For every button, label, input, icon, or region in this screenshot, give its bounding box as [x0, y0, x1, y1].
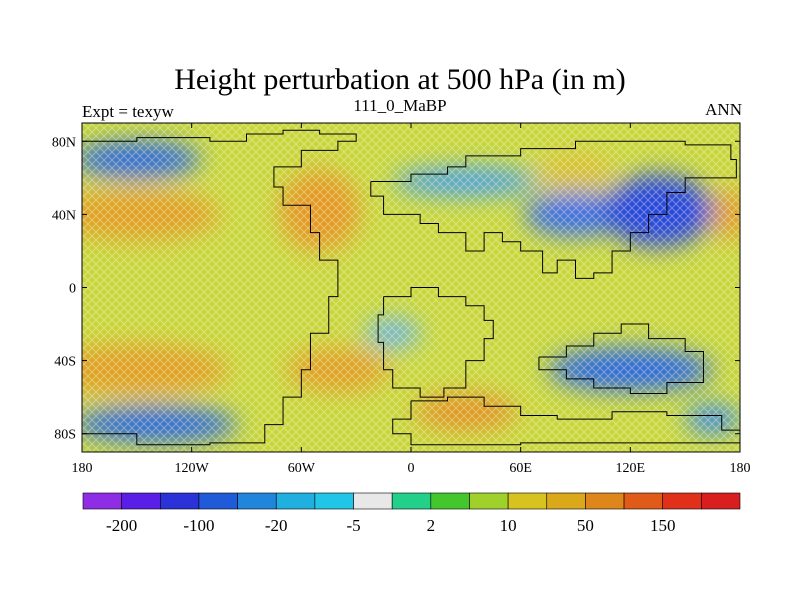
continent-outline: [538, 323, 704, 395]
lon-tick-label: 0: [408, 461, 415, 476]
colorbar-box: [623, 492, 664, 510]
colorbar-box: [353, 492, 393, 510]
colorbar-box: [121, 492, 161, 510]
colorbar-label: 50: [577, 516, 594, 535]
colorbar-box: [546, 492, 586, 510]
map-title: Height perturbation at 500 hPa (in m): [174, 63, 626, 96]
lat-tick-label: 80S: [54, 428, 76, 443]
lon-tick-label: 120W: [175, 461, 210, 476]
season-label: ANN: [705, 100, 742, 119]
colorbar-label: 150: [650, 516, 676, 535]
colorbar-box: [662, 492, 702, 510]
colorbar: -200 -100 -20 -5 2 10 50 150: [82, 492, 741, 535]
lat-tick-label: 40N: [52, 208, 76, 223]
colorbar-box: [198, 492, 238, 510]
colorbar-box: [275, 492, 316, 510]
lon-tick-label: 180: [72, 461, 93, 476]
coastline-outlines: [82, 129, 740, 446]
colorbar-box: [430, 492, 470, 510]
colorbar-box: [469, 492, 509, 510]
lat-tick-label: 40S: [54, 355, 76, 370]
colorbar-box: [237, 492, 277, 510]
lon-tick-label: 180: [730, 461, 751, 476]
map-axes: 180 120W 60W 0 60E 120E 180 80N 40N 0 40S 80S: [52, 123, 751, 476]
lon-tick-label: 120E: [616, 461, 646, 476]
continent-outline: [392, 396, 740, 446]
colorbar-box: [159, 492, 200, 510]
colorbar-label: -100: [183, 516, 214, 535]
colorbar-box: [82, 492, 122, 510]
colorbar-label: -200: [106, 516, 137, 535]
continent-outline: [82, 129, 357, 446]
colorbar-box: [507, 492, 548, 510]
experiment-label: Expt = texyw: [82, 102, 174, 121]
colorbar-box: [391, 492, 432, 510]
lon-tick-label: 60W: [288, 461, 316, 476]
lat-tick-label: 0: [69, 282, 76, 297]
height-field: [82, 123, 740, 452]
colorbar-label: 10: [500, 516, 517, 535]
continent-outline: [370, 140, 737, 279]
colorbar-label: 2: [427, 516, 436, 535]
colorbar-box: [585, 492, 625, 510]
colorbar-box: [701, 492, 741, 510]
lat-tick-label: 80N: [52, 135, 76, 150]
lon-tick-label: 60E: [509, 461, 532, 476]
colorbar-box: [314, 492, 354, 510]
period-label: 111_0_MaBP: [353, 96, 447, 115]
colorbar-label: -5: [346, 516, 360, 535]
colorbar-label: -20: [265, 516, 288, 535]
continent-outline: [377, 287, 494, 398]
